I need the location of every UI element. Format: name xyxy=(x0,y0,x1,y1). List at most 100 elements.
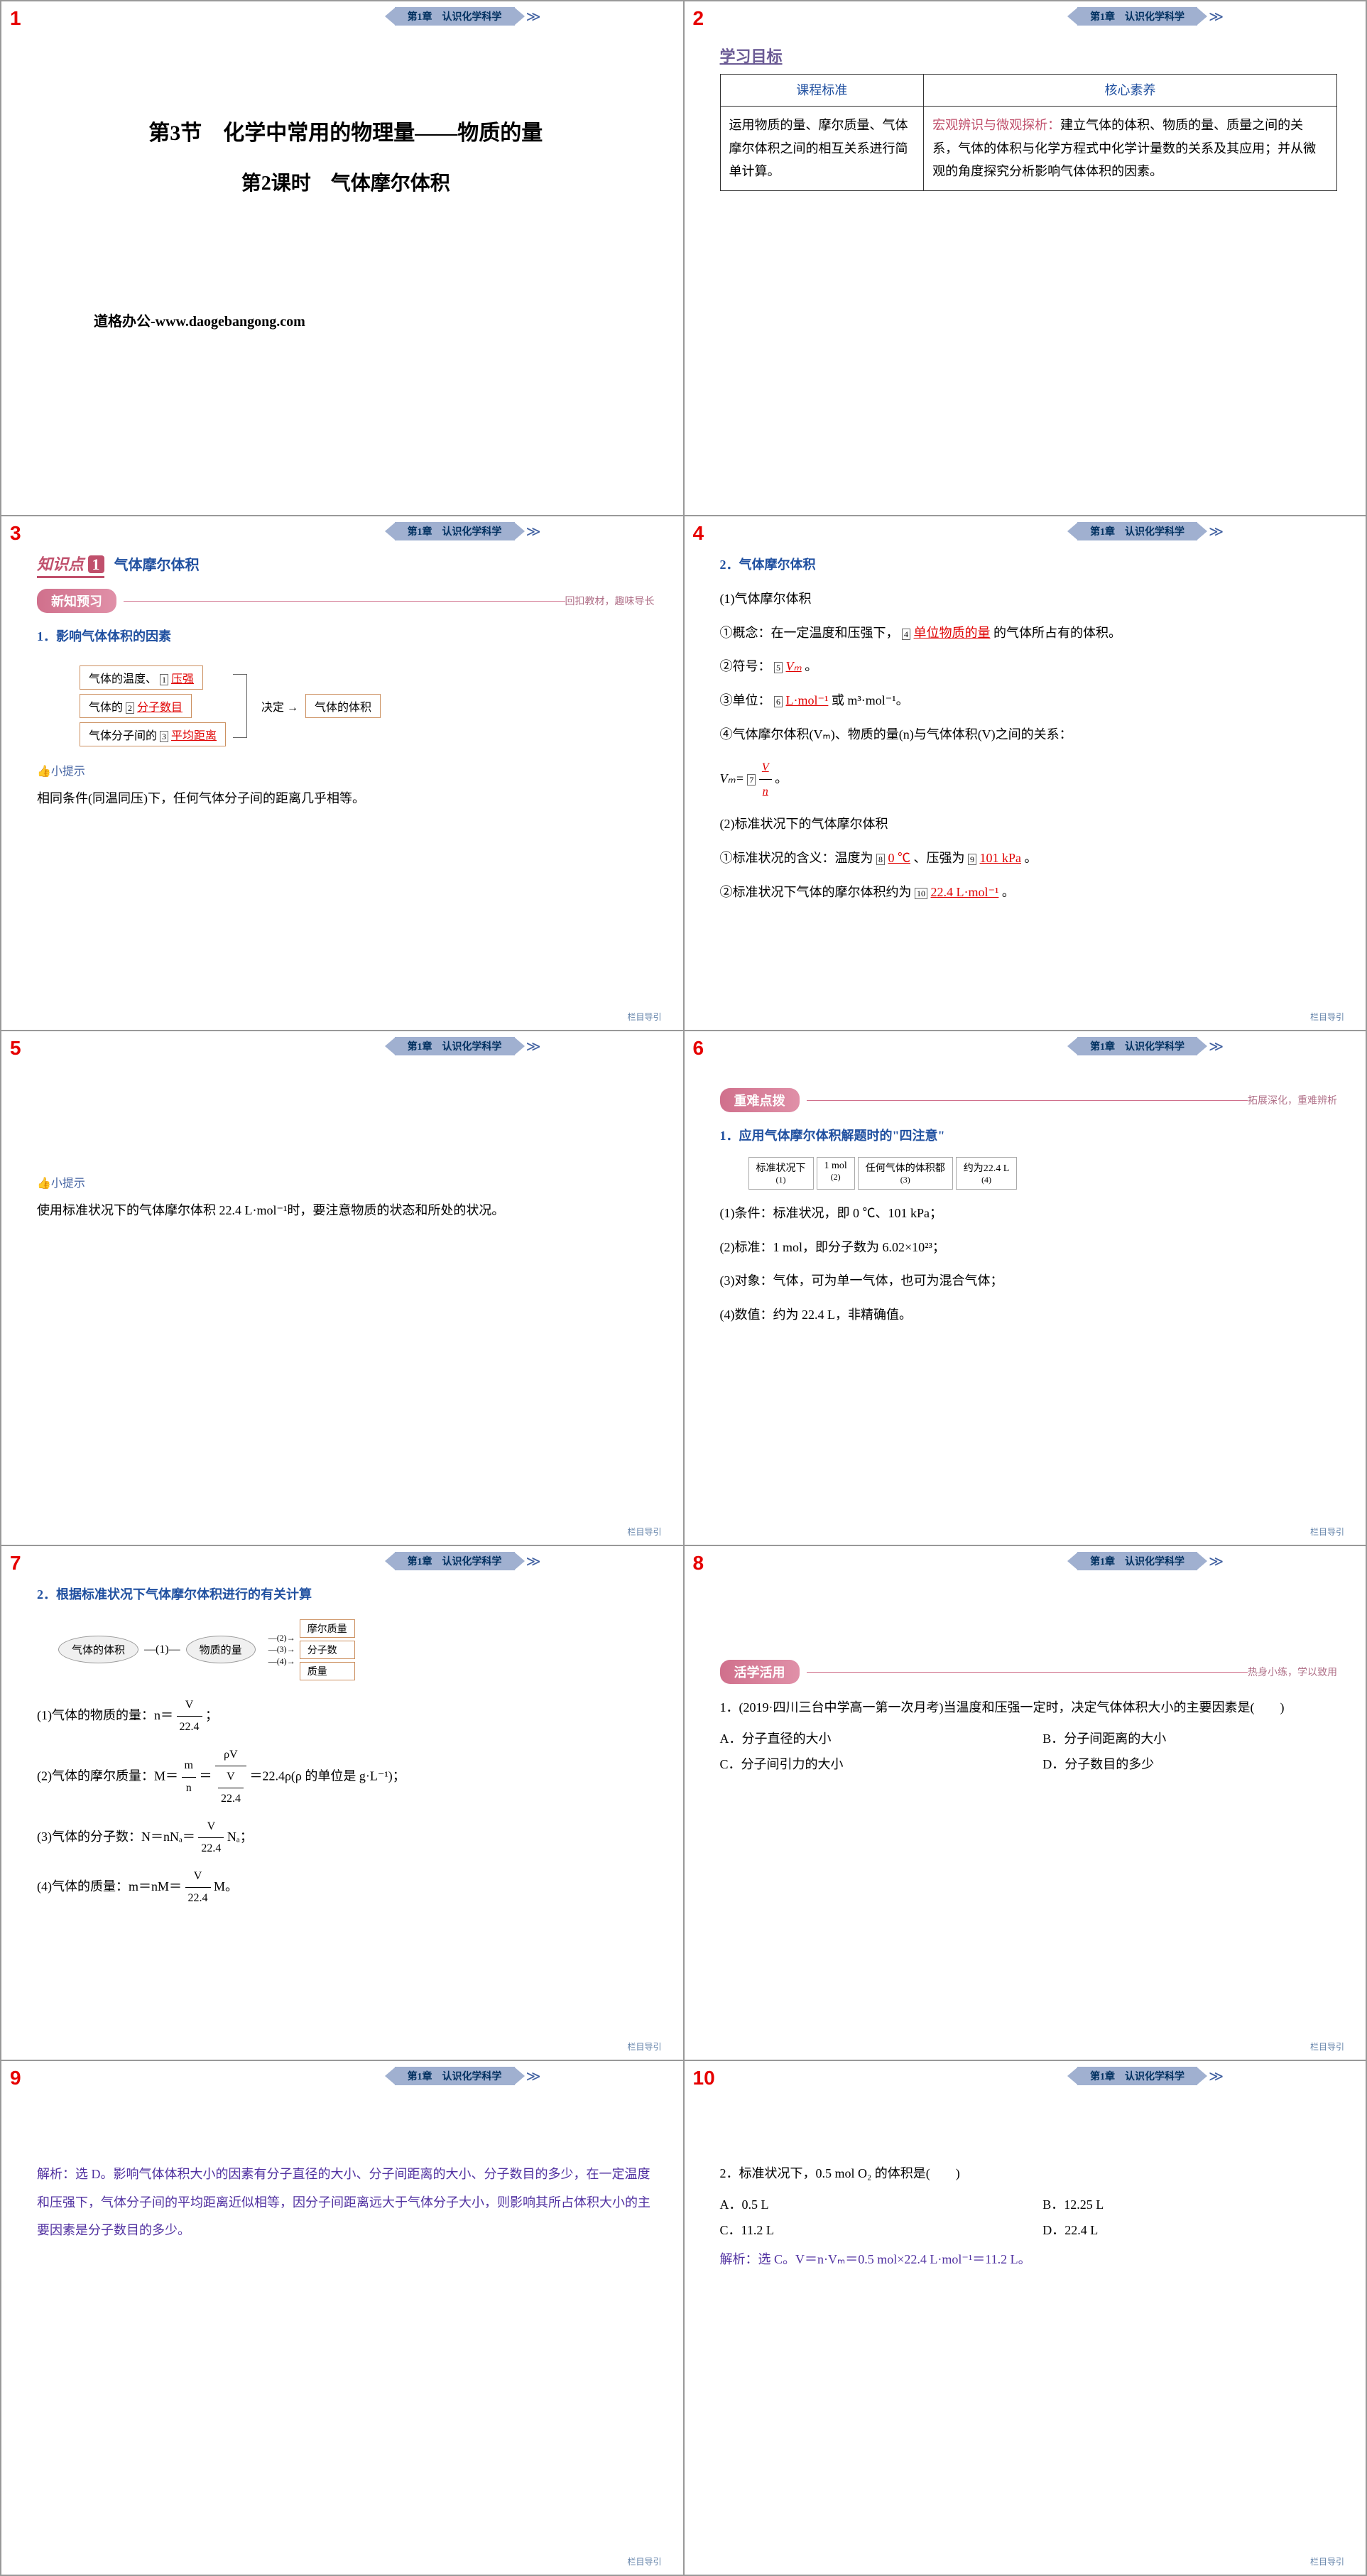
ribbon-left-chevron xyxy=(1067,2067,1077,2085)
option-c: C．11.2 L xyxy=(720,2220,1015,2239)
tag-number: 1 xyxy=(88,555,104,573)
option-a: A．分子直径的大小 xyxy=(720,1729,1015,1747)
slide-2: 2 第1章 认识化学科学 ≫ 学习目标 课程标准 核心素养 运用物质的量、摩尔质… xyxy=(684,1,1367,516)
ribbon-left-chevron xyxy=(385,8,395,25)
slide-1: 1 第1章 认识化学科学 ≫ 第3节 化学中常用的物理量——物质的量 第2课时 … xyxy=(1,1,684,516)
fill-answer: 101 kPa xyxy=(980,851,1022,865)
ribbon-right-chevron xyxy=(515,8,525,25)
footer-nav[interactable]: 栏目导引 xyxy=(627,2040,661,2053)
footer-nav[interactable]: 栏目导引 xyxy=(1310,2040,1344,2053)
table-cell: 运用物质的量、摩尔质量、气体摩尔体积之间的相互关系进行简单计算。 xyxy=(720,107,924,190)
knowledge-tag: 知识点 1 xyxy=(37,552,104,578)
pill-line xyxy=(807,1100,1248,1101)
pill-bar: 活学活用 热身小练，学以致用 xyxy=(720,1660,1338,1684)
factor-box: 气体分子间的 3 平均距离 xyxy=(80,722,226,746)
ribbon-left-chevron xyxy=(1067,8,1077,25)
footer-nav[interactable]: 栏目导引 xyxy=(627,1526,661,1538)
slide-10: 10 第1章 认识化学科学 ≫ 2．标准状况下，0.5 mol O₂ 的体积是(… xyxy=(684,2060,1367,2575)
option-b: B．分子间距离的大小 xyxy=(1042,1729,1337,1747)
factor-diagram: 气体的温度、 1 压强 气体的 2 分子数目 xyxy=(80,661,655,751)
heading: 2．根据标准状况下气体摩尔体积进行的有关计算 xyxy=(37,1582,655,1609)
fill-answer: 0 ℃ xyxy=(888,851,911,865)
slide-7: 7 第1章 认识化学科学 ≫ 2．根据标准状况下气体摩尔体积进行的有关计算 气体… xyxy=(1,1545,684,2060)
knowledge-tag-row: 知识点 1 气体摩尔体积 xyxy=(37,531,655,578)
blank-num: 3 xyxy=(160,731,168,742)
fraction: ρV V22.4 xyxy=(215,1744,246,1810)
ribbon-left-chevron xyxy=(1067,1038,1077,1055)
table-cell: 宏观辨识与微观探析：建立气体的体积、物质的量、质量之间的关系，气体的体积与化学方… xyxy=(924,107,1337,190)
footer-nav[interactable]: 栏目导引 xyxy=(1310,1526,1344,1538)
footer-nav[interactable]: 栏目导引 xyxy=(627,2555,661,2567)
mini-box: 标准状况下(1) xyxy=(748,1157,814,1190)
knowledge-title: 气体摩尔体积 xyxy=(114,558,200,573)
footer-nav[interactable]: 栏目导引 xyxy=(1310,1011,1344,1023)
slide-number: 8 xyxy=(693,1552,704,1575)
mini-box: 1 mol(2) xyxy=(817,1157,855,1190)
blank-num: 7 xyxy=(747,774,756,786)
header-ribbon: 第1章 认识化学科学 ≫ xyxy=(385,7,541,26)
ribbon-right-chevron xyxy=(1197,8,1207,25)
option-c: C．分子间引力的大小 xyxy=(720,1754,1015,1773)
objectives-table: 课程标准 核心素养 运用物质的量、摩尔质量、气体摩尔体积之间的相互关系进行简单计… xyxy=(720,74,1338,191)
chapter-label: 第1章 认识化学科学 xyxy=(1077,7,1197,26)
arrow: —(1)— xyxy=(144,1643,180,1656)
fill-answer: 分子数目 xyxy=(137,702,183,714)
oval-node: 气体的体积 xyxy=(58,1636,138,1663)
factor-box: 气体的 2 分子数目 xyxy=(80,694,192,718)
slide-number: 4 xyxy=(693,522,704,545)
tip-text: 使用标准状况下的气体摩尔体积 22.4 L·mol⁻¹时，要注意物质的状态和所处… xyxy=(37,1197,655,1224)
slide-3: 3 第1章 认识化学科学 ≫ 知识点 1 气体摩尔体积 新知预习 回扣教材，趣味… xyxy=(1,516,684,1031)
option-a: A．0.5 L xyxy=(720,2195,1015,2213)
arrow-icon: ≫ xyxy=(1209,2067,1224,2085)
chapter-label: 第1章 认识化学科学 xyxy=(1077,2067,1197,2085)
ribbon-right-chevron xyxy=(515,523,525,540)
unit-line: ③单位： 6 L·mol⁻¹ 或 m³·mol⁻¹。 xyxy=(720,688,1338,714)
footer-nav[interactable]: 栏目导引 xyxy=(1310,2555,1344,2567)
heading: 1．应用气体摩尔体积解题时的"四注意" xyxy=(720,1123,1338,1150)
formula-2: (2)气体的摩尔质量：M＝ mn ＝ ρV V22.4 ＝22.4ρ(ρ 的单位… xyxy=(37,1744,655,1810)
content: 👍小提示 使用标准状况下的气体摩尔体积 22.4 L·mol⁻¹时，要注意物质的… xyxy=(37,1173,655,1224)
pill-side-text: 回扣教材，趣味导长 xyxy=(565,594,655,608)
chapter-label: 第1章 认识化学科学 xyxy=(395,1037,515,1055)
ribbon-right-chevron xyxy=(1197,523,1207,540)
definition-line: ①概念：在一定温度和压强下， 4 单位物质的量 的气体所占有的体积。 xyxy=(720,620,1338,647)
highlight-text: 宏观辨识与微观探析： xyxy=(932,118,1060,132)
pill-bar: 新知预习 回扣教材，趣味导长 xyxy=(37,589,655,613)
heading: 2．气体摩尔体积 xyxy=(720,552,1338,579)
chapter-label: 第1章 认识化学科学 xyxy=(1077,1037,1197,1055)
blank-num: 5 xyxy=(774,662,783,673)
formula-3: (3)气体的分子数：N＝nNₐ＝ V22.4 Nₐ； xyxy=(37,1816,655,1860)
header-ribbon: 第1章 认识化学科学 ≫ xyxy=(1067,1552,1224,1570)
point-2: (2)标准：1 mol，即分子数为 6.02×10²³； xyxy=(720,1234,1338,1261)
subheading-2: (2)标准状况下的气体摩尔体积 xyxy=(720,811,1338,838)
fill-answer: 22.4 L·mol⁻¹ xyxy=(931,885,999,899)
ribbon-right-chevron xyxy=(1197,1553,1207,1570)
ribbon-right-chevron xyxy=(515,2067,525,2085)
pill-label: 新知预习 xyxy=(37,589,116,613)
header-ribbon: 第1章 认识化学科学 ≫ xyxy=(385,1037,541,1055)
fill-answer: 压强 xyxy=(171,673,194,685)
answer-explanation: 解析：选 D。影响气体体积大小的因素有分子直径的大小、分子间距离的大小、分子数目… xyxy=(37,2161,655,2245)
fill-answer: L·mol⁻¹ xyxy=(786,693,829,707)
arrow-icon: ≫ xyxy=(1209,1553,1224,1570)
option-d: D．分子数目的多少 xyxy=(1042,1754,1337,1773)
ribbon-right-chevron xyxy=(515,1553,525,1570)
arrow-label: 决定 → xyxy=(261,697,298,714)
chapter-label: 第1章 认识化学科学 xyxy=(1077,1552,1197,1570)
section-header: 学习目标 xyxy=(720,44,1338,67)
fraction: V22.4 xyxy=(177,1695,202,1739)
ribbon-left-chevron xyxy=(385,2067,395,2085)
pill-label: 活学活用 xyxy=(720,1660,800,1684)
answer-options: A．分子直径的大小 B．分子间距离的大小 C．分子间引力的大小 D．分子数目的多… xyxy=(720,1729,1338,1773)
content: 2．标准状况下，0.5 mol O₂ 的体积是( ) A．0.5 L B．12.… xyxy=(720,2161,1338,2273)
slide-number: 10 xyxy=(693,2067,715,2089)
slide-number: 6 xyxy=(693,1037,704,1060)
header-ribbon: 第1章 认识化学科学 ≫ xyxy=(385,2067,541,2085)
ribbon-left-chevron xyxy=(385,523,395,540)
point-1: (1)条件：标准状况，即 0 ℃、101 kPa； xyxy=(720,1200,1338,1227)
value-line: ②标准状况下气体的摩尔体积约为 10 22.4 L·mol⁻¹ 。 xyxy=(720,879,1338,906)
header-ribbon: 第1章 认识化学科学 ≫ xyxy=(1067,7,1224,26)
fraction: V22.4 xyxy=(198,1816,224,1860)
section-title: 第3节 化学中常用的物理量——物质的量 xyxy=(37,115,655,146)
footer-nav[interactable]: 栏目导引 xyxy=(627,1011,661,1023)
